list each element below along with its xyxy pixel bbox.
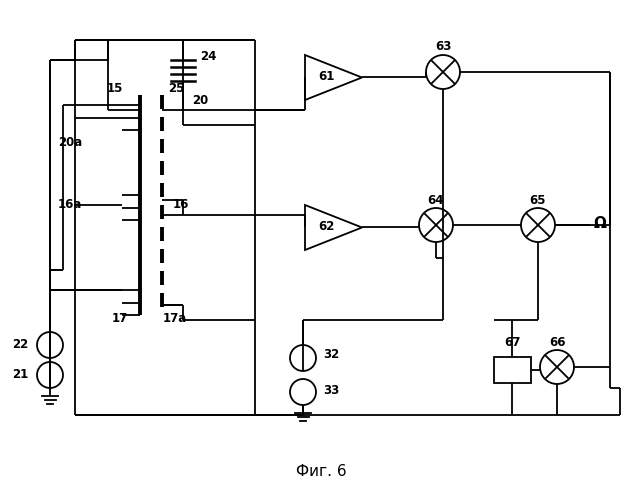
Text: 25: 25 [168, 82, 185, 94]
Text: Фиг. 6: Фиг. 6 [296, 464, 347, 479]
Text: 66: 66 [548, 336, 565, 348]
Text: 16: 16 [173, 198, 190, 211]
Text: 21: 21 [12, 368, 28, 382]
Text: 22: 22 [12, 338, 28, 351]
Text: 67: 67 [504, 336, 520, 348]
Text: 64: 64 [428, 194, 444, 206]
Text: 65: 65 [530, 194, 547, 206]
Text: Ω: Ω [594, 216, 607, 230]
Text: 32: 32 [323, 348, 340, 362]
Text: 17: 17 [112, 312, 128, 324]
Text: 15: 15 [107, 82, 123, 94]
Text: 61: 61 [318, 70, 334, 84]
Text: 24: 24 [200, 50, 217, 64]
Text: 20a: 20a [58, 136, 82, 148]
Text: 16a: 16a [58, 198, 82, 211]
Text: 33: 33 [323, 384, 340, 396]
Text: 17a: 17a [163, 312, 187, 324]
Text: 62: 62 [318, 220, 334, 234]
Bar [494, 357, 531, 383]
Text: 63: 63 [435, 40, 451, 54]
Text: 20: 20 [192, 94, 208, 106]
